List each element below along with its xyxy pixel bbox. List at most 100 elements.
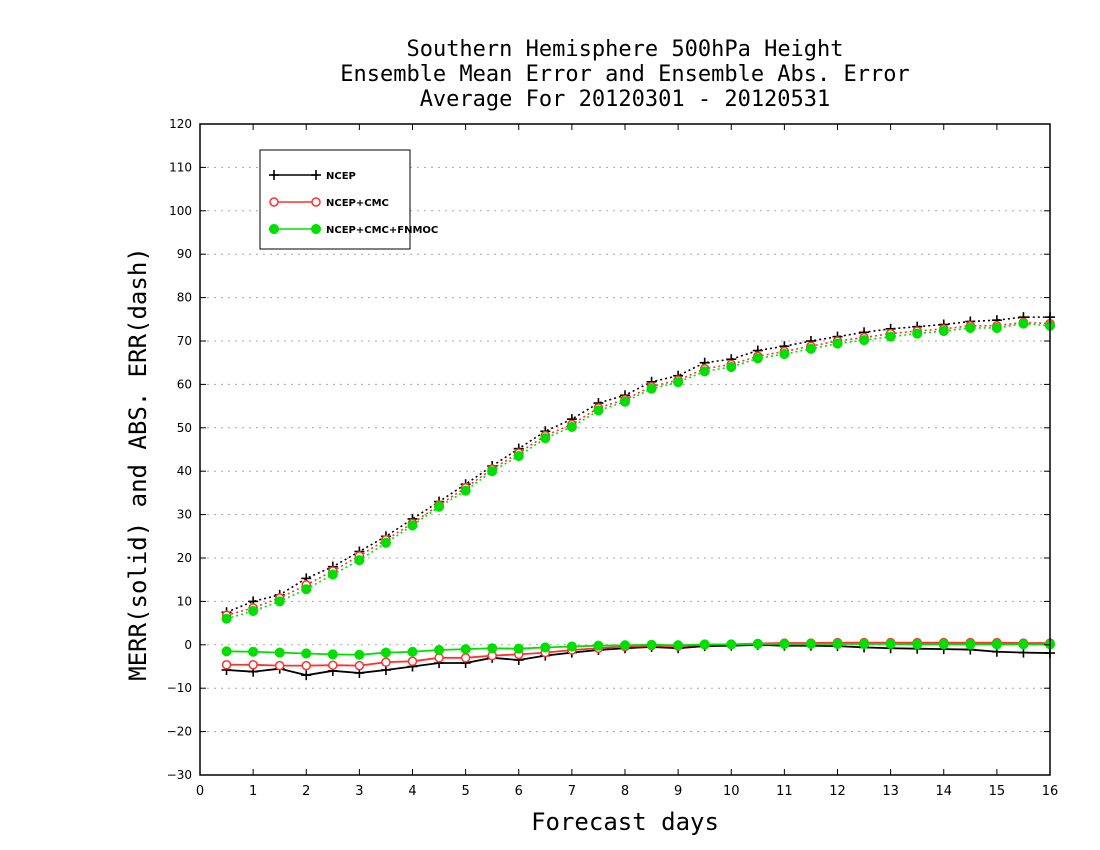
merr-point (938, 639, 949, 650)
merr-point (381, 657, 391, 667)
x-tick-label: 14 (935, 784, 952, 799)
merr-point (619, 640, 631, 651)
merr-point (885, 638, 896, 649)
merr-point (221, 660, 232, 670)
merr-line (226, 643, 1051, 677)
merr-point (407, 646, 418, 657)
merr-point (1018, 639, 1029, 650)
y-tick-label: 20 (177, 551, 192, 565)
abs-err-line (226, 322, 1051, 620)
y-tick-label: 120 (169, 117, 192, 131)
y-tick-label: 110 (169, 160, 192, 174)
abs-err-point (248, 605, 259, 616)
y-tick-label: 90 (177, 247, 192, 261)
abs-err-point (513, 450, 524, 462)
y-tick-label: 80 (177, 291, 192, 305)
x-tick-label: 1 (249, 784, 257, 799)
merr-point (221, 646, 232, 657)
abs-err-point (407, 520, 418, 531)
legend-label: NCEP (326, 171, 356, 182)
chart-title-line-1: Southern Hemisphere 500hPa Height (406, 37, 844, 62)
merr-point (274, 647, 285, 658)
abs-err-point (832, 338, 843, 349)
legend-box (259, 149, 411, 250)
series-ncep (221, 312, 1055, 681)
abs-err-point (805, 343, 816, 354)
merr-point (274, 660, 285, 671)
merr-point (434, 644, 445, 656)
merr-point (752, 638, 763, 649)
y-tick-label: 100 (169, 204, 192, 218)
legend-marker (268, 223, 280, 235)
merr-point (487, 643, 498, 654)
series-ncep-plus-cmc (221, 317, 1055, 671)
abs-err-point (274, 596, 285, 607)
merr-point (912, 639, 923, 650)
y-tick-label: −10 (167, 681, 192, 695)
x-tick-label: 3 (355, 784, 363, 799)
abs-err-point (646, 383, 657, 394)
y-tick-label: 60 (177, 377, 192, 391)
y-axis-label: MERR(solid) and ABS. ERR(dash) (124, 247, 152, 681)
merr-point (460, 653, 471, 663)
legend-marker (269, 197, 279, 207)
abs-err-point (434, 501, 445, 512)
legend-label: NCEP+CMC (326, 198, 389, 209)
legend-marker (269, 170, 279, 180)
x-axis-label: Forecast days (531, 808, 719, 836)
merr-point (513, 643, 524, 654)
merr-point (540, 642, 551, 653)
abs-err-point (965, 322, 976, 334)
merr-point (593, 640, 604, 651)
abs-err-point (991, 322, 1002, 334)
x-tick-label: 11 (776, 784, 793, 799)
abs-err-point (779, 348, 790, 360)
merr-point (646, 639, 657, 650)
y-tick-label: 50 (177, 421, 192, 435)
x-tick-label: 0 (196, 784, 204, 799)
legend-marker (311, 170, 321, 180)
merr-point (699, 639, 710, 650)
merr-point (859, 638, 870, 649)
abs-err-point (752, 353, 763, 364)
abs-err-point (380, 537, 391, 548)
merr-point (327, 649, 338, 660)
abs-err-point (460, 485, 471, 496)
abs-err-point (1018, 318, 1029, 329)
abs-err-point (619, 396, 631, 407)
abs-err-point (859, 335, 870, 346)
abs-err-point (221, 613, 232, 624)
y-tick-label: 10 (177, 594, 192, 608)
x-tick-label: 10 (723, 784, 740, 799)
abs-err-point (699, 366, 710, 377)
merr-point (965, 639, 976, 650)
y-tick-label: 70 (177, 334, 192, 348)
merr-point (779, 638, 790, 649)
abs-err-point (301, 584, 312, 595)
y-tick-label: −30 (167, 768, 192, 782)
x-tick-label: 9 (674, 784, 682, 799)
merr-point (301, 660, 311, 671)
x-tick-label: 7 (568, 784, 576, 799)
abs-err-point (566, 421, 577, 432)
abs-err-point (487, 466, 498, 477)
x-tick-label: 5 (461, 784, 469, 799)
legend-label: NCEP+CMC+FNMOC (326, 225, 438, 236)
merr-point (460, 644, 471, 655)
abs-err-point (327, 569, 338, 580)
merr-point (301, 670, 312, 681)
merr-point (726, 639, 737, 650)
x-tick-label: 12 (829, 784, 846, 799)
merr-point (248, 646, 259, 657)
y-tick-label: 40 (177, 464, 192, 478)
merr-point (407, 656, 418, 667)
abs-err-line (226, 316, 1050, 613)
merr-point (248, 660, 258, 670)
chart-title-line-2: Ensemble Mean Error and Ensemble Abs. Er… (340, 62, 910, 87)
merr-point (354, 660, 365, 671)
merr-point (301, 648, 312, 659)
chart-title-line-3: Average For 20120301 - 20120531 (419, 87, 831, 112)
merr-point (566, 641, 577, 652)
